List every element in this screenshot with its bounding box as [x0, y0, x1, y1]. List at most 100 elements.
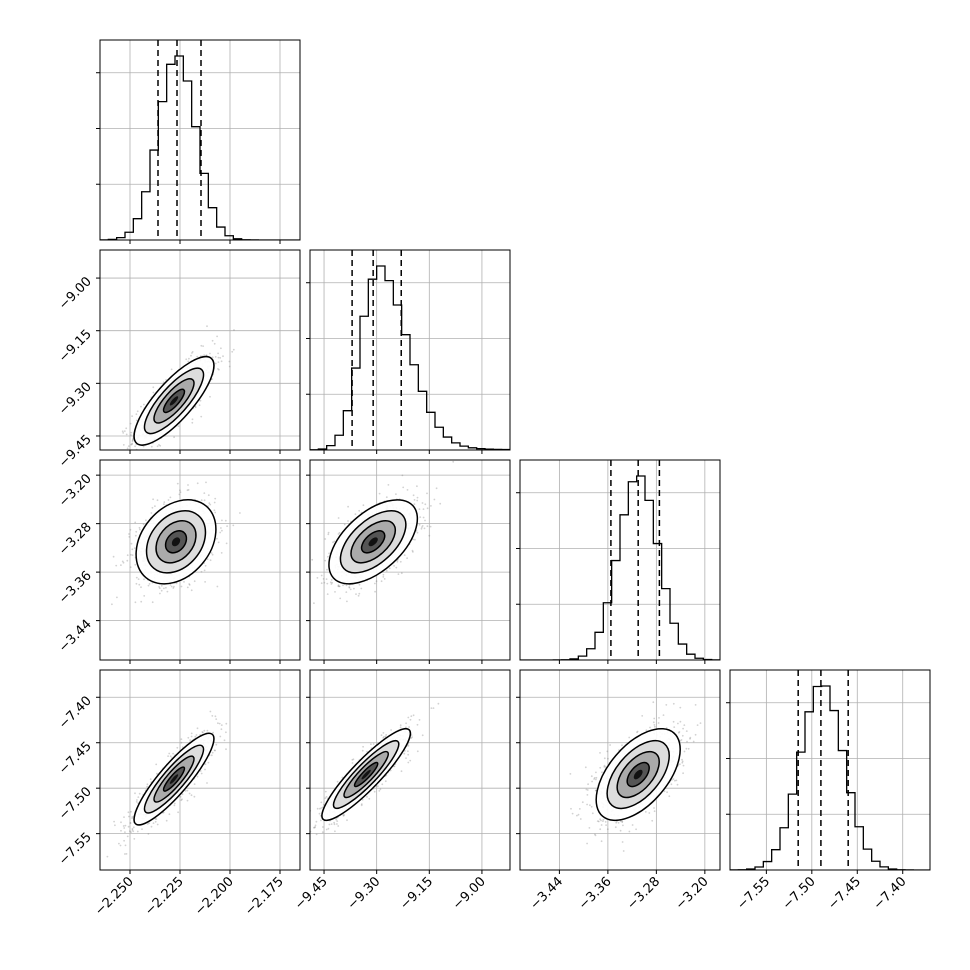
scatter-point	[119, 844, 122, 847]
panel-frame	[519, 459, 721, 661]
scatter-point	[186, 586, 189, 589]
scatter-point	[130, 542, 133, 545]
scatter-point	[201, 731, 204, 733]
scatter-point	[297, 835, 299, 837]
scatter-point	[326, 593, 329, 595]
hist-panel-0	[96, 39, 301, 241]
pair-panel-2-3	[519, 669, 721, 871]
scatter-point	[191, 418, 194, 421]
histogram-step	[520, 475, 720, 660]
scatter-point	[179, 489, 181, 492]
scatter-point	[322, 803, 325, 806]
scatter-point	[209, 395, 211, 398]
scatter-point	[122, 825, 125, 827]
pair-panel-0-2	[99, 459, 301, 661]
scatter-point	[331, 581, 334, 584]
scatter-point	[126, 447, 129, 450]
scatter-point	[200, 772, 203, 775]
scatter-point	[337, 584, 340, 586]
scatter-point	[435, 487, 438, 490]
scatter-point	[418, 508, 421, 510]
scatter-point	[408, 726, 410, 728]
scatter-point	[217, 356, 220, 359]
scatter-point	[233, 329, 235, 331]
scatter-point	[385, 734, 388, 736]
scatter-point	[148, 583, 151, 585]
scatter-point	[123, 816, 125, 818]
scatter-point	[411, 549, 414, 552]
scatter-point	[129, 830, 131, 833]
scatter-point	[313, 826, 316, 829]
scatter-point	[203, 492, 206, 494]
scatter-point	[594, 789, 597, 792]
scatter-point	[228, 360, 231, 363]
scatter-point	[143, 403, 145, 406]
scatter-point	[225, 542, 228, 545]
scatter-point	[124, 824, 127, 827]
scatter-point	[217, 722, 219, 725]
scatter-point	[132, 451, 134, 453]
scatter-point	[604, 821, 607, 823]
scatter-point	[124, 831, 126, 833]
scatter-point	[411, 736, 413, 738]
scatter-point	[314, 826, 316, 828]
scatter-point	[351, 762, 354, 764]
scatter-point	[348, 586, 351, 588]
scatter-point	[682, 727, 684, 730]
scatter-point	[327, 827, 330, 830]
scatter-point	[183, 581, 185, 583]
panel-frame	[99, 249, 301, 451]
scatter-point	[219, 735, 222, 738]
scatter-point	[218, 368, 220, 371]
scatter-point	[176, 482, 179, 485]
scatter-point	[135, 413, 138, 416]
scatter-point	[388, 567, 391, 570]
scatter-point	[129, 822, 132, 824]
scatter-point	[323, 581, 326, 584]
scatter-point	[216, 585, 219, 588]
scatter-point	[377, 785, 379, 788]
scatter-point	[217, 361, 220, 363]
scatter-point	[360, 803, 363, 805]
scatter-point	[404, 750, 406, 752]
scatter-point	[378, 790, 381, 792]
panel-frame	[309, 459, 511, 661]
histogram-step	[730, 685, 930, 870]
scatter-point	[407, 744, 410, 747]
scatter-point	[652, 701, 655, 704]
scatter-point	[221, 529, 223, 532]
scatter-point	[187, 489, 190, 491]
scatter-point	[211, 553, 214, 556]
scatter-point	[689, 737, 691, 740]
scatter-point	[628, 830, 631, 833]
scatter-point	[209, 559, 212, 562]
scatter-point	[141, 828, 143, 830]
scatter-point	[381, 783, 384, 786]
scatter-point	[141, 453, 143, 455]
scatter-point	[419, 516, 422, 518]
scatter-point	[379, 788, 382, 791]
scatter-point	[136, 830, 139, 833]
scatter-point	[325, 578, 328, 580]
scatter-point	[140, 586, 142, 589]
scatter-point	[129, 422, 132, 425]
scatter-point	[343, 523, 346, 526]
scatter-point	[214, 715, 217, 718]
scatter-point	[122, 444, 125, 446]
scatter-point	[187, 736, 190, 739]
scatter-point	[621, 820, 624, 823]
scatter-point	[132, 830, 135, 833]
scatter-point	[393, 765, 396, 768]
scatter-point	[203, 354, 206, 357]
scatter-point	[383, 736, 385, 738]
scatter-point	[131, 440, 134, 442]
scatter-point	[676, 783, 679, 786]
scatter-point	[123, 827, 126, 829]
scatter-point	[412, 538, 414, 541]
scatter-point	[330, 579, 333, 581]
scatter-point	[614, 826, 617, 829]
scatter-point	[384, 735, 387, 738]
scatter-point	[127, 453, 129, 455]
scatter-point	[318, 812, 321, 815]
scatter-point	[129, 528, 132, 531]
